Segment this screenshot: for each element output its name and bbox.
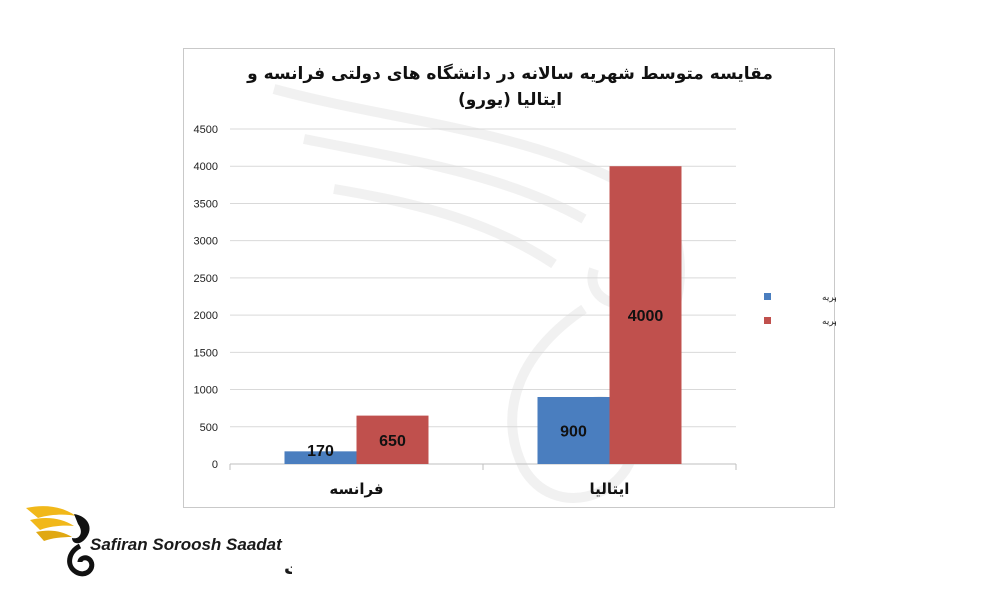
logo-text-persian: سفیران سروش سعادت (284, 558, 292, 579)
bars (284, 166, 682, 464)
y-tick-label: 2500 (194, 273, 218, 285)
data-label: 650 (379, 433, 406, 450)
company-logo: Safiran Soroosh Saadat سفیران سروش سعادت (26, 506, 292, 579)
chart-title-line-1: مقایسه متوسط شهریه سالانه در دانشگاه های… (246, 63, 773, 84)
chart-title-line-2: ایتالیا (یورو) (458, 90, 562, 110)
y-axis-ticks: 0 500 1000 1500 2000 2500 3000 3500 4000 4500 (194, 124, 218, 471)
data-label: 900 (560, 424, 587, 441)
data-label: 4000 (628, 308, 664, 325)
bar-1-1 (609, 166, 682, 464)
bar-1-0 (537, 397, 610, 464)
data-labels: 170 650 900 4000 (307, 308, 663, 460)
y-tick-label: 3000 (194, 236, 218, 248)
y-tick-label: 2000 (194, 310, 218, 322)
legend-label: حداکثر شهریه (822, 317, 836, 327)
chart-frame: 0 500 1000 1500 2000 2500 3000 3500 4000 4500 170… (183, 48, 836, 508)
x-axis-labels: فرانسه ایتالیا (329, 480, 629, 498)
legend-label: حداقل شهریه (822, 293, 836, 303)
bar-0-1 (356, 415, 429, 464)
data-label: 170 (307, 443, 334, 460)
y-tick-label: 1000 (194, 385, 218, 397)
y-tick-label: 3500 (194, 198, 218, 210)
y-tick-label: 0 (212, 459, 218, 471)
bar-chart: 0 500 1000 1500 2000 2500 3000 3500 4000 4500 170… (194, 63, 836, 503)
legend-swatch (764, 317, 771, 324)
y-tick-label: 4000 (194, 161, 218, 173)
y-tick-label: 1500 (194, 347, 218, 359)
legend-swatch (764, 293, 771, 300)
legend: حداقل شهریه حداکثر شهریه (764, 293, 836, 327)
bar-0-0 (284, 451, 357, 464)
y-tick-label: 500 (200, 422, 218, 434)
x-category-label: فرانسه (329, 480, 383, 498)
swan-logo-icon (26, 506, 95, 577)
logo-text-english: Safiran Soroosh Saadat (90, 535, 283, 554)
x-category-label: ایتالیا (590, 480, 630, 498)
y-tick-label: 4500 (194, 124, 218, 136)
